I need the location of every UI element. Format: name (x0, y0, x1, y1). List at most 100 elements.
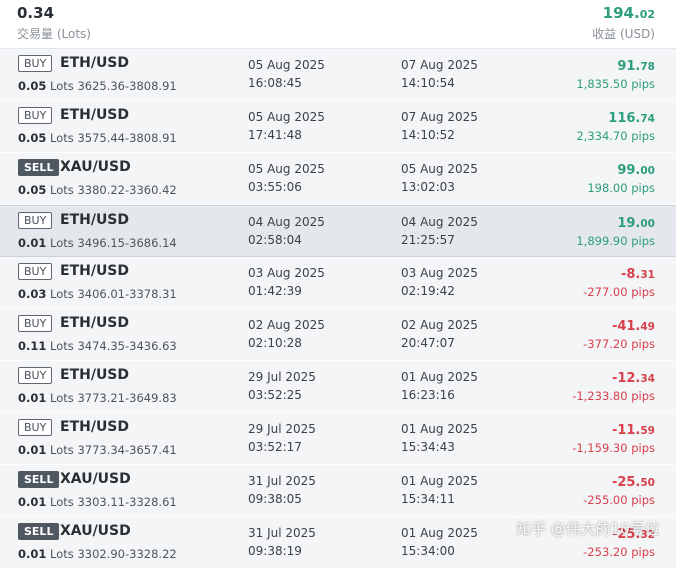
profit-int: -12. (611, 371, 641, 386)
trade-row[interactable]: BUY ETH/USD 0.01 Lots 3773.34-3657.41 29 Ju… (0, 413, 676, 465)
open-date: 04 Aug 2025 (248, 215, 325, 229)
profit-int: -25. (611, 475, 641, 490)
close-date: 01 Aug 2025 (401, 422, 478, 436)
side-badge: BUY (18, 212, 53, 229)
profit-int: -11. (611, 423, 641, 438)
lots-value: 0.01 (18, 547, 47, 561)
profit-int: 99. (617, 163, 641, 178)
trade-row[interactable]: BUY ETH/USD 0.11 Lots 3474.35-3436.63 02 Au… (0, 309, 676, 361)
close-time: 14:10:52 (401, 128, 455, 142)
side-badge: SELL (18, 159, 60, 176)
close-date: 05 Aug 2025 (401, 162, 478, 176)
trade-row[interactable]: SELL XAU/USD 0.05 Lots 3380.22-3360.42 05 A… (0, 153, 676, 205)
pips-value: -255.00 pips (583, 493, 655, 507)
open-time: 16:08:45 (248, 76, 302, 90)
price-range: 3406.01-3378.31 (77, 287, 177, 301)
lots-value: 0.05 (18, 79, 47, 93)
lots-value: 0.03 (18, 287, 47, 301)
lots-info: 0.01 Lots 3773.34-3657.41 (18, 443, 177, 457)
lots-info: 0.01 Lots 3303.11-3328.61 (18, 495, 177, 509)
lots-unit: Lots (50, 131, 74, 145)
lots-info: 0.01 Lots 3302.90-3328.22 (18, 547, 177, 561)
side-badge: SELL (18, 523, 60, 540)
side-badge: BUY (18, 55, 53, 72)
close-time: 14:10:54 (401, 76, 455, 90)
open-date: 05 Aug 2025 (248, 162, 325, 176)
symbol-label: ETH/USD (60, 107, 130, 123)
close-time: 15:34:43 (401, 440, 455, 454)
side-badge: BUY (18, 419, 53, 436)
close-date: 07 Aug 2025 (401, 58, 478, 72)
total-profit-int: 194. (602, 4, 640, 22)
open-date: 31 Jul 2025 (248, 526, 316, 540)
pips-value: 1,899.90 pips (576, 234, 655, 248)
side-badge: SELL (18, 471, 60, 488)
lots-info: 0.05 Lots 3625.36-3808.91 (18, 79, 177, 93)
lots-info: 0.05 Lots 3380.22-3360.42 (18, 183, 177, 197)
side-badge: BUY (18, 315, 53, 332)
open-date: 03 Aug 2025 (248, 266, 325, 280)
trade-row[interactable]: BUY ETH/USD 0.05 Lots 3575.44-3808.91 05 Au… (0, 101, 676, 153)
price-range: 3474.35-3436.63 (77, 339, 177, 353)
pips-value: 1,835.50 pips (576, 77, 655, 91)
lots-unit: Lots (50, 236, 74, 250)
symbol-label: ETH/USD (60, 263, 130, 279)
lots-unit: Lots (50, 79, 74, 93)
symbol-label: ETH/USD (60, 55, 130, 71)
symbol-label: XAU/USD (60, 159, 131, 175)
open-time: 03:55:06 (248, 180, 302, 194)
open-time: 03:52:17 (248, 440, 302, 454)
total-profit-label: 收益 (USD) (592, 27, 655, 41)
total-profit-value: 194.02 (603, 4, 655, 22)
lots-value: 0.01 (18, 236, 47, 250)
trade-row[interactable]: BUY ETH/USD 0.03 Lots 3406.01-3378.31 03 Au… (0, 257, 676, 309)
profit-value: -11.59 (612, 423, 655, 438)
profit-int: -25. (611, 527, 641, 542)
close-date: 04 Aug 2025 (401, 215, 478, 229)
trade-row[interactable]: SELL XAU/USD 0.01 Lots 3303.11-3328.61 31 J… (0, 465, 676, 517)
profit-int: 116. (608, 111, 641, 126)
open-date: 29 Jul 2025 (248, 370, 316, 384)
profit-int: 19. (617, 216, 641, 231)
close-date: 01 Aug 2025 (401, 474, 478, 488)
open-time: 01:42:39 (248, 284, 302, 298)
trade-row[interactable]: BUY ETH/USD 0.01 Lots 3496.15-3686.14 04 Au… (0, 205, 676, 257)
close-time: 15:34:11 (401, 492, 455, 506)
pips-value: 2,334.70 pips (576, 129, 655, 143)
close-date: 03 Aug 2025 (401, 266, 478, 280)
symbol-label: XAU/USD (60, 523, 131, 539)
profit-dec: 34 (640, 373, 655, 385)
price-range: 3303.11-3328.61 (77, 495, 177, 509)
profit-dec: 78 (640, 61, 655, 73)
close-time: 13:02:03 (401, 180, 455, 194)
open-date: 02 Aug 2025 (248, 318, 325, 332)
close-time: 21:25:57 (401, 233, 455, 247)
open-time: 03:52:25 (248, 388, 302, 402)
lots-unit: Lots (50, 287, 74, 301)
open-time: 17:41:48 (248, 128, 302, 142)
trade-row[interactable]: BUY ETH/USD 0.01 Lots 3773.21-3649.83 29 Ju… (0, 361, 676, 413)
open-time: 09:38:19 (248, 544, 302, 558)
open-date: 31 Jul 2025 (248, 474, 316, 488)
open-date: 05 Aug 2025 (248, 58, 325, 72)
total-lots-label: 交易量 (Lots) (17, 27, 91, 41)
trade-row[interactable]: BUY ETH/USD 0.05 Lots 3625.36-3808.91 05 Au… (0, 49, 676, 101)
lots-unit: Lots (50, 183, 74, 197)
lots-unit: Lots (50, 547, 74, 561)
close-time: 20:47:07 (401, 336, 455, 350)
profit-value: 91.78 (617, 59, 655, 74)
profit-value: -8.31 (621, 267, 655, 282)
close-time: 15:34:00 (401, 544, 455, 558)
profit-value: -25.32 (612, 527, 655, 542)
summary-header: 0.34 交易量 (Lots) 194.02 收益 (USD) (0, 0, 676, 49)
lots-value: 0.05 (18, 131, 47, 145)
open-time: 02:10:28 (248, 336, 302, 350)
trade-row[interactable]: SELL XAU/USD 0.01 Lots 3302.90-3328.22 31 J… (0, 517, 676, 568)
side-badge: BUY (18, 367, 53, 384)
profit-dec: 31 (640, 269, 655, 281)
pips-value: -377.20 pips (583, 337, 655, 351)
price-range: 3773.34-3657.41 (77, 443, 177, 457)
pips-value: -253.20 pips (583, 545, 655, 559)
profit-dec: 50 (640, 477, 655, 489)
pips-value: -1,233.80 pips (572, 389, 655, 403)
